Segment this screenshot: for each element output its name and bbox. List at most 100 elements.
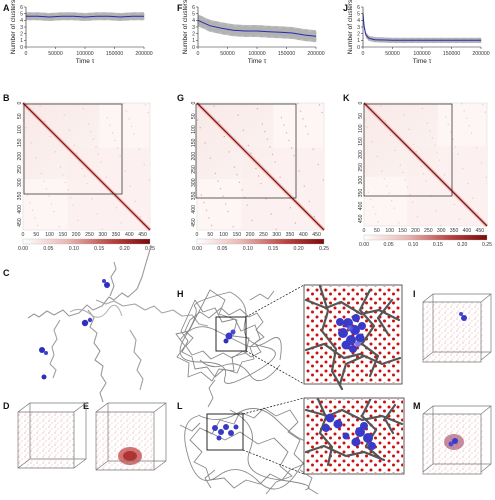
contact-speck (367, 191, 369, 193)
y-tick-label: 300 (191, 178, 197, 187)
colorbar-label: 0.20 (294, 246, 304, 252)
y-tick-label: 1 (357, 38, 360, 44)
contact-speck (64, 181, 67, 183)
series-mean-line (197, 19, 317, 37)
x-tick-label: 450 (138, 232, 147, 238)
x-tick-label: 0 (362, 51, 365, 57)
contact-speck (49, 136, 51, 138)
contact-speck (321, 111, 323, 114)
contact-speck (280, 116, 283, 119)
colorbar-label: 0.25 (319, 246, 329, 252)
contact-map-b: 0 0 50 50 100 100 150 150 200 200 250 250 300 300 350 3… (17, 101, 155, 252)
contact-speck (44, 120, 46, 122)
contact-speck (241, 189, 243, 191)
contact-speck (69, 196, 72, 199)
contact-speck (210, 224, 213, 227)
contact-speck (298, 170, 300, 172)
colorbar-label: 0.05 (43, 246, 53, 252)
contact-speck (100, 161, 102, 163)
contact-speck (251, 219, 253, 222)
contact-speck (243, 196, 246, 199)
contact-speck (124, 170, 126, 172)
colorbar-label: 0.05 (384, 242, 394, 248)
contact-speck (128, 118, 130, 120)
contact-speck (312, 148, 314, 150)
zoom-inset-h (303, 284, 403, 391)
contact-speck (317, 163, 319, 166)
x-tick-label: 100000 (248, 51, 265, 57)
y-tick-label: 0 (17, 101, 23, 104)
contact-speck (480, 162, 483, 164)
colorbar-label: 0.10 (243, 246, 253, 252)
x-tick-label: 50 (207, 232, 213, 238)
panel-label-b: B (3, 93, 10, 103)
contact-speck (288, 139, 290, 142)
x-tick-label: 50000 (220, 51, 235, 57)
x-tick-label: 200000 (135, 51, 152, 57)
contact-map-k: 0 0 50 50 100 100 150 150 200 200 250 250 300 300 350 3… (358, 101, 492, 248)
contact-speck (208, 217, 210, 219)
y-tick-label: 2 (20, 31, 23, 37)
x-tick-label: 150000 (443, 51, 460, 57)
contact-speck (435, 210, 437, 212)
x-tick-label: 350 (450, 228, 459, 234)
contact-speck (246, 204, 248, 206)
contact-speck (219, 188, 222, 190)
x-tick-label: 250 (85, 232, 94, 238)
contact-speck (92, 138, 95, 140)
x-tick-label: 300 (437, 228, 446, 234)
contact-speck (205, 209, 208, 211)
contact-speck (467, 182, 469, 185)
contact-speck (203, 202, 205, 204)
x-tick-label: 0 (25, 51, 28, 57)
contact-speck (50, 203, 53, 205)
y-tick-label: 350 (17, 192, 23, 201)
contact-speck (217, 180, 219, 182)
contact-speck (471, 132, 473, 134)
x-tick-label: 250 (424, 228, 433, 234)
cube-snapshot-e (95, 402, 167, 471)
y-tick-label: 200 (191, 152, 197, 161)
highlight-box (195, 103, 297, 199)
contact-speck (386, 185, 388, 187)
y-tick-label: 0 (20, 45, 23, 51)
contact-speck (307, 133, 309, 135)
contact-speck (34, 217, 36, 219)
y-tick-label: 300 (358, 176, 364, 185)
y-tick-label: 3 (357, 25, 360, 31)
contact-speck (384, 120, 387, 122)
contact-speck (143, 163, 145, 166)
y-tick-label: 3 (20, 25, 23, 31)
contact-speck (289, 207, 291, 209)
contact-speck (274, 161, 276, 163)
y-tick-label: 50 (191, 113, 197, 119)
colorbar-label: 0.15 (268, 246, 278, 252)
contact-speck (266, 138, 269, 140)
x-tick-label: 300 (272, 232, 281, 238)
y-tick-label: 450 (17, 218, 23, 227)
x-tick-label: 100 (45, 232, 54, 238)
contact-speck (271, 153, 274, 155)
contact-speck (120, 222, 122, 224)
contact-speck (370, 198, 372, 201)
contact-speck (95, 146, 97, 148)
colorbar-label: 0.10 (69, 246, 79, 252)
contact-speck (403, 114, 405, 116)
contact-speck (429, 130, 431, 132)
series-band (363, 11, 481, 43)
contact-speck (475, 147, 478, 149)
x-tick-label: 150 (59, 232, 68, 238)
contact-speck (398, 222, 400, 224)
y-tick-label: 100 (17, 125, 23, 134)
x-tick-label: 150000 (278, 51, 295, 57)
y-tick-label: 3 (192, 25, 195, 31)
contact-speck (76, 152, 78, 154)
contact-speck (453, 203, 455, 206)
contact-speck (450, 131, 452, 133)
contact-speck (431, 137, 433, 139)
contact-speck (279, 176, 281, 178)
y-tick-label: 6 (20, 5, 23, 11)
y-tick-label: 50 (358, 113, 364, 119)
y-tick-label: 100 (191, 125, 197, 134)
